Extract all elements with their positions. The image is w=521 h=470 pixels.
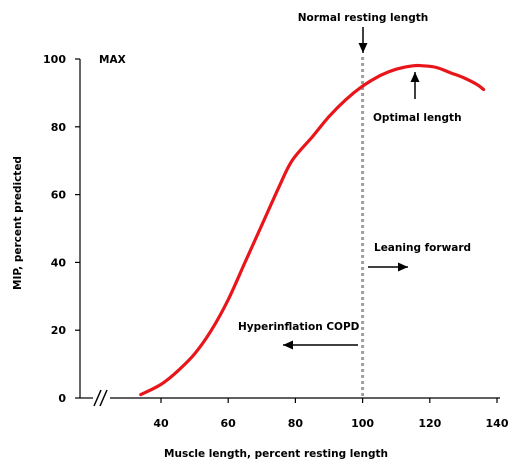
x-tick-label: 40 <box>153 417 169 430</box>
x-tick-label: 140 <box>486 417 509 430</box>
series-group <box>139 63 486 397</box>
x-tick-label: 80 <box>288 417 304 430</box>
leaning-forward-label: Leaning forward <box>374 242 471 254</box>
y-tick-label: 0 <box>58 392 66 405</box>
optimal-length-arrow <box>410 72 420 99</box>
axis-break-mark <box>99 389 108 407</box>
hyperinflation-label: Hyperinflation COPD <box>238 321 360 333</box>
normal-resting-arrow-head <box>358 43 368 53</box>
mip-curve <box>139 63 486 397</box>
y-tick-label: 80 <box>51 121 67 134</box>
normal-resting-arrow <box>358 27 368 53</box>
axis-break-mark <box>93 389 102 407</box>
ticks: 0 20 40 60 80 100 40 60 80 100 120 140 <box>43 53 509 430</box>
hyperinflation-arrow-head <box>283 340 293 350</box>
y-tick-label: 60 <box>51 189 67 202</box>
x-tick-label: 120 <box>418 417 441 430</box>
y-tick-label: 40 <box>51 256 67 269</box>
y-tick-label: 20 <box>51 324 67 337</box>
leaning-forward-arrow <box>368 262 408 272</box>
x-tick-label: 100 <box>351 417 374 430</box>
axes <box>79 59 500 407</box>
y-tick-label: 100 <box>43 53 66 66</box>
normal-resting-label: Normal resting length <box>298 12 428 24</box>
leaning-forward-arrow-head <box>398 262 408 272</box>
x-tick-label: 60 <box>221 417 237 430</box>
annotations-group <box>283 27 420 350</box>
hyperinflation-arrow <box>283 340 358 350</box>
optimal-length-label: Optimal length <box>373 112 462 124</box>
y-axis-title: MIP, percent predicted <box>12 156 24 290</box>
x-axis-title: Muscle length, percent resting length <box>164 448 388 460</box>
max-label: MAX <box>99 54 126 66</box>
optimal-length-arrow-head <box>410 72 420 82</box>
